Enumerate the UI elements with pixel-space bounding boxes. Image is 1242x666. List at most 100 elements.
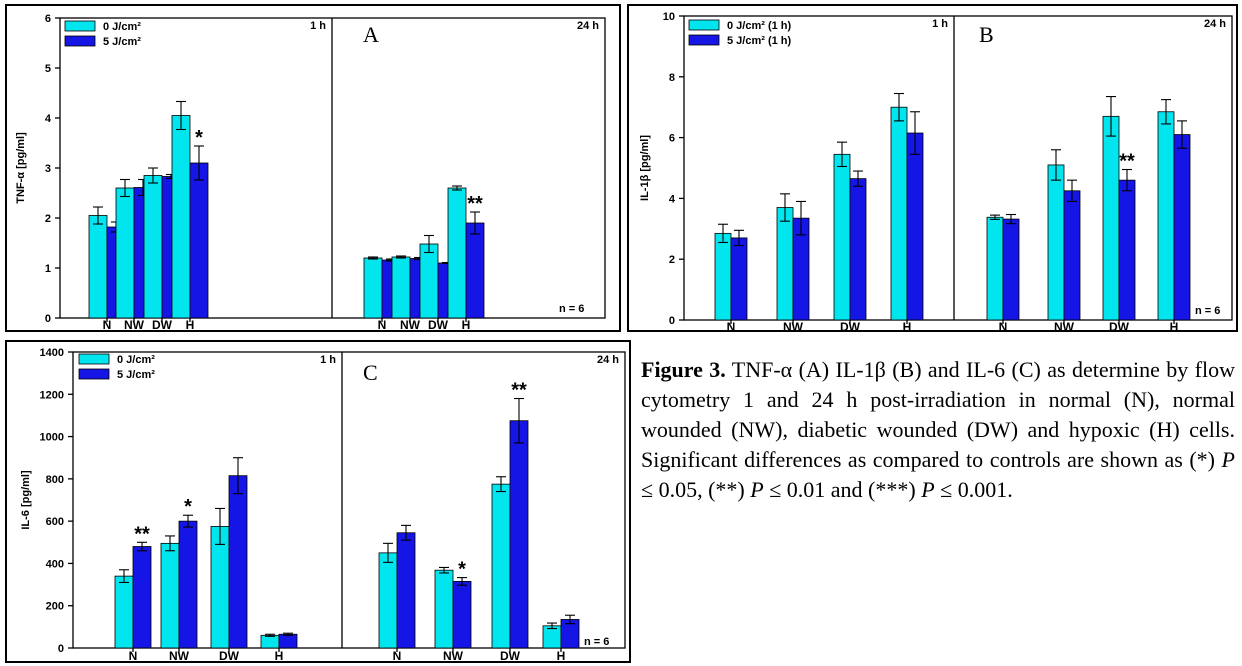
- category-label: H: [275, 649, 284, 663]
- n-label: n = 6: [1195, 305, 1220, 317]
- time-label: 1 h: [310, 20, 326, 32]
- caption-text-1: TNF-α (A) IL-1β (B) and IL-6 (C) as dete…: [641, 357, 1235, 472]
- bar-5j: [228, 475, 248, 649]
- n-label: n = 6: [584, 636, 609, 648]
- bar-0j: [1047, 164, 1065, 321]
- legend-swatch: [78, 368, 110, 380]
- bar-5j: [465, 222, 485, 319]
- bar-5j: [1173, 134, 1191, 321]
- legend-swatch: [688, 19, 720, 31]
- chart-panel-b: 0 2 4 6 8 10 IL-1β [pg/ml] 1 h N NW DW H 24 h N NW DW H *…: [627, 4, 1238, 332]
- bar-0j: [776, 207, 794, 321]
- category-label: DW: [1109, 320, 1130, 332]
- category-label: NW: [400, 318, 421, 332]
- y-tick-label: 4: [45, 113, 52, 125]
- time-label: 24 h: [597, 354, 619, 366]
- y-tick-label: 400: [46, 558, 64, 570]
- y-tick-label: 800: [46, 474, 64, 486]
- y-axis-label: IL-6 [pg/ml]: [20, 470, 32, 530]
- legend-swatch: [64, 20, 96, 32]
- bar-5j: [178, 520, 198, 649]
- y-tick-label: 2: [669, 254, 675, 266]
- figure-border: [5, 340, 631, 663]
- y-tick-label: 1: [45, 263, 51, 275]
- bar-5j: [452, 580, 472, 649]
- significance-marker: **: [134, 523, 150, 545]
- legend-label: 5 J/cm²: [117, 369, 155, 381]
- panel-letter: C: [363, 360, 378, 385]
- category-label: N: [103, 318, 112, 332]
- bar-0j: [363, 257, 383, 319]
- bar-0j: [419, 243, 439, 319]
- y-axis-label: TNF-α [pg/ml]: [15, 132, 27, 204]
- y-tick-label: 8: [669, 72, 675, 84]
- chart-panel-c: 0 200 400 600 800 1000 1200 1400 IL-6 [pg/ml] 1 h…: [5, 340, 631, 663]
- bar-5j: [132, 546, 152, 649]
- bar-0j: [542, 625, 562, 649]
- y-tick-label: 600: [46, 516, 64, 528]
- bar-0j: [491, 483, 511, 649]
- y-tick-label: 0: [45, 313, 51, 325]
- panel-letter: B: [979, 22, 994, 47]
- significance-marker: *: [458, 559, 466, 581]
- figure-border: [5, 4, 621, 332]
- category-label: N: [393, 649, 402, 663]
- y-axis-label: IL-1β [pg/ml]: [639, 135, 651, 201]
- category-label: H: [903, 320, 912, 332]
- plot-frame: [72, 351, 626, 649]
- y-tick-label: 0: [669, 315, 675, 327]
- caption-p-1: P: [1221, 447, 1235, 472]
- y-tick-label: 1200: [40, 389, 64, 401]
- legend-label: 0 J/cm² (1 h): [727, 20, 792, 32]
- bar-0j: [88, 215, 108, 319]
- caption-text-2: ≤ 0.05, (**): [641, 477, 751, 502]
- caption-text-4: ≤ 0.001.: [934, 477, 1013, 502]
- category-label: N: [727, 320, 736, 332]
- y-tick-label: 10: [663, 11, 675, 23]
- bar-5j: [509, 420, 529, 649]
- y-tick-label: 200: [46, 601, 64, 613]
- legend-label: 0 J/cm²: [117, 354, 155, 366]
- bar-0j: [714, 232, 732, 321]
- legend-label: 5 J/cm²: [103, 36, 141, 48]
- category-label: N: [999, 320, 1008, 332]
- bar-0j: [143, 175, 163, 319]
- bar-5j: [730, 237, 748, 321]
- category-label: N: [129, 649, 138, 663]
- caption-p-2: P: [750, 477, 764, 502]
- y-tick-label: 6: [669, 133, 675, 145]
- y-tick-label: 3: [45, 163, 51, 175]
- bar-5j: [278, 633, 298, 649]
- time-label: 1 h: [932, 18, 948, 30]
- y-tick-label: 4: [669, 193, 676, 205]
- category-label: DW: [152, 318, 173, 332]
- y-tick-label: 0: [58, 643, 64, 655]
- y-tick-label: 1000: [40, 432, 64, 444]
- y-tick-label: 1400: [40, 347, 64, 359]
- plot-frame: [683, 15, 1233, 321]
- bar-5j: [1118, 179, 1136, 321]
- y-tick-label: 2: [45, 213, 51, 225]
- n-label: n = 6: [559, 303, 584, 315]
- bar-5j: [396, 532, 416, 649]
- category-label: DW: [428, 318, 449, 332]
- category-label: H: [557, 649, 566, 663]
- bar-0j: [115, 187, 135, 319]
- caption-text-3: ≤ 0.01 and (***): [763, 477, 922, 502]
- bar-0j: [391, 256, 411, 319]
- bar-0j: [1102, 115, 1120, 321]
- panel-letter: A: [363, 22, 379, 47]
- significance-marker: **: [467, 193, 483, 215]
- significance-marker: *: [184, 496, 192, 518]
- category-label: N: [378, 318, 387, 332]
- bar-0j: [833, 153, 851, 321]
- category-label: H: [1170, 320, 1179, 332]
- category-label: NW: [783, 320, 804, 332]
- bar-0j: [890, 106, 908, 321]
- y-tick-label: 5: [45, 63, 51, 75]
- category-label: NW: [124, 318, 145, 332]
- category-label: NW: [443, 649, 464, 663]
- bar-5j: [1002, 218, 1020, 321]
- bar-5j: [849, 178, 867, 321]
- category-label: NW: [169, 649, 190, 663]
